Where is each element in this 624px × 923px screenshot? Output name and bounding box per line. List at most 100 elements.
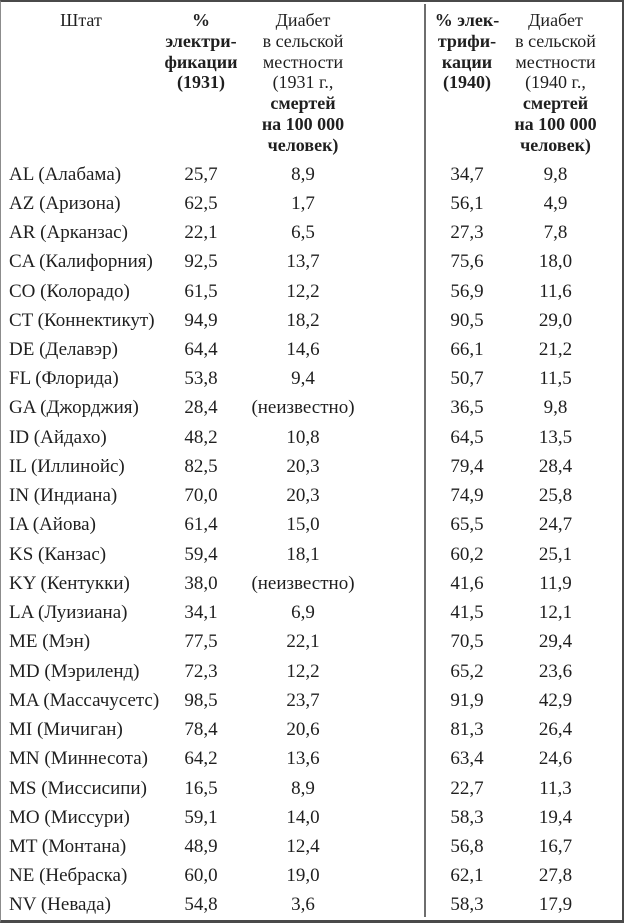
header-electrification-1940: % элек- трифи- кации (1940) xyxy=(423,10,511,160)
diabetes-1931-cell: (неизвестно) xyxy=(251,397,355,419)
diabetes-1931-cell: 20,3 xyxy=(286,485,320,507)
state-cell: DE (Делавэр) xyxy=(9,339,118,361)
diabetes-1940-cell: 28,4 xyxy=(538,455,573,477)
electrification-1940-cell: 90,5 xyxy=(450,309,484,331)
electrification-1931-cell: 59,1 xyxy=(184,806,218,828)
electrification-1931-cell: 92,5 xyxy=(184,251,218,273)
table-row: IN (Индиана) 70,0 20,3 74,9 25,8 xyxy=(1,482,622,511)
state-cell: LA (Луизиана) xyxy=(9,602,128,624)
diabetes-1931-cell: 14,6 xyxy=(286,339,320,361)
table-row: KS (Канзас) 59,4 18,1 60,2 25,1 xyxy=(1,540,622,569)
table-row: DE (Делавэр) 64,4 14,6 66,1 21,2 xyxy=(1,335,622,364)
diabetes-1940-cell: 18,0 xyxy=(538,251,573,273)
electrification-1931-cell: 34,1 xyxy=(184,602,218,624)
state-cell: MO (Миссури) xyxy=(9,806,130,828)
diabetes-1940-cell: 25,8 xyxy=(538,485,573,507)
electrification-1931-cell: 61,5 xyxy=(184,280,218,302)
table-body: AL (Алабама) 25,7 8,9 34,7 9,8 AZ (Аризо… xyxy=(1,160,622,920)
diabetes-1940-cell: 9,8 xyxy=(543,397,568,419)
table-row: MI (Мичиган) 78,4 20,6 81,3 26,4 xyxy=(1,715,622,744)
state-cell: CA (Калифорния) xyxy=(9,251,153,273)
electrification-1940-cell: 50,7 xyxy=(450,368,484,390)
diabetes-1931-cell: (неизвестно) xyxy=(251,572,355,594)
electrification-1931-cell: 16,5 xyxy=(184,777,218,799)
table-row: MD (Мэриленд) 72,3 12,2 65,2 23,6 xyxy=(1,657,622,686)
header-diabetes-1940-label: Диабет в сельской местности (1940 г., xyxy=(515,10,596,93)
diabetes-1931-cell: 18,2 xyxy=(286,309,320,331)
diabetes-1940-cell: 7,8 xyxy=(543,222,568,244)
diabetes-1931-cell: 6,9 xyxy=(291,602,315,624)
header-electrification-1931: % электри- фикации (1931) xyxy=(161,10,241,160)
diabetes-1931-cell: 12,4 xyxy=(286,836,320,857)
electrification-1931-cell: 22,1 xyxy=(184,222,218,244)
diabetes-1931-cell: 1,7 xyxy=(291,192,315,214)
state-cell: AR (Арканзас) xyxy=(9,222,128,244)
state-cell: KS (Канзас) xyxy=(9,543,107,565)
diabetes-1931-cell: 13,7 xyxy=(286,251,320,273)
state-cell: NE (Небраска) xyxy=(9,865,128,887)
electrification-1931-cell: 72,3 xyxy=(184,660,218,682)
header-state-label: Штат xyxy=(60,10,102,30)
diabetes-1931-cell: 8,9 xyxy=(291,163,315,185)
state-cell: ME (Мэн) xyxy=(9,631,91,653)
electrification-1931-cell: 59,4 xyxy=(184,543,218,565)
diabetes-1940-cell: 13,5 xyxy=(538,426,573,448)
electrification-1940-cell: 58,3 xyxy=(450,894,484,916)
electrification-1940-cell: 58,3 xyxy=(450,806,484,828)
diabetes-1940-cell: 11,9 xyxy=(539,572,572,594)
diabetes-1940-cell: 24,6 xyxy=(538,748,573,770)
electrification-1940-cell: 65,5 xyxy=(450,514,484,536)
electrification-1931-cell: 64,2 xyxy=(184,748,218,770)
table-row: CO (Колорадо) 61,5 12,2 56,9 11,6 xyxy=(1,277,622,306)
table-row: MN (Миннесота) 64,2 13,6 63,4 24,6 xyxy=(1,745,622,774)
diabetes-1940-cell: 16,7 xyxy=(538,836,573,857)
diabetes-1940-cell: 29,0 xyxy=(538,309,573,331)
header-diabetes-1940: Диабет в сельской местности (1940 г., см… xyxy=(511,10,622,160)
diabetes-1940-cell: 11,3 xyxy=(539,777,572,799)
state-cell: MD (Мэриленд) xyxy=(9,660,140,682)
electrification-1931-cell: 53,8 xyxy=(184,368,218,390)
electrification-1940-cell: 63,4 xyxy=(450,748,484,770)
header-state: Штат xyxy=(1,10,161,160)
diabetes-1940-cell: 11,5 xyxy=(539,368,572,390)
table-header-row: Штат % электри- фикации (1931) Диабет в … xyxy=(1,2,622,160)
state-cell: MA (Массачусетс) xyxy=(9,689,160,711)
header-electrification-1931-label: % электри- фикации (1931) xyxy=(164,10,238,93)
diabetes-1931-cell: 22,1 xyxy=(286,631,320,653)
state-cell: NV (Невада) xyxy=(9,894,111,916)
state-cell: CO (Колорадо) xyxy=(9,280,130,302)
electrification-1940-cell: 91,9 xyxy=(450,689,484,711)
table-row: ID (Айдахо) 48,2 10,8 64,5 13,5 xyxy=(1,423,622,452)
electrification-1931-cell: 60,0 xyxy=(184,865,218,887)
electrification-1931-cell: 48,2 xyxy=(184,426,218,448)
electrification-1931-cell: 48,9 xyxy=(184,836,218,857)
state-cell: MT (Монтана) xyxy=(9,836,127,857)
diabetes-1931-cell: 10,8 xyxy=(286,426,320,448)
state-cell: GA (Джорджия) xyxy=(9,397,139,419)
electrification-1940-cell: 70,5 xyxy=(450,631,484,653)
electrification-1931-cell: 25,7 xyxy=(184,163,218,185)
electrification-1940-cell: 34,7 xyxy=(450,163,484,185)
header-diabetes-1931-label: Диабет в сельской местности (1931 г., xyxy=(262,10,344,93)
electrification-1931-cell: 61,4 xyxy=(184,514,218,536)
state-cell: AZ (Аризона) xyxy=(9,192,121,214)
diabetes-1931-cell: 9,4 xyxy=(291,368,315,390)
electrification-1940-cell: 41,5 xyxy=(450,602,484,624)
year-group-divider-line xyxy=(424,4,426,917)
electrification-1940-cell: 41,6 xyxy=(450,572,484,594)
diabetes-1931-cell: 20,3 xyxy=(286,455,320,477)
electrification-1931-cell: 54,8 xyxy=(184,894,218,916)
electrification-1940-cell: 36,5 xyxy=(450,397,484,419)
diabetes-1931-cell: 8,9 xyxy=(291,777,315,799)
state-cell: ID (Айдахо) xyxy=(9,426,107,448)
diabetes-1940-cell: 17,9 xyxy=(538,894,573,916)
diabetes-1940-cell: 23,6 xyxy=(538,660,573,682)
diabetes-1940-cell: 24,7 xyxy=(538,514,573,536)
table-row: AR (Арканзас) 22,1 6,5 27,3 7,8 xyxy=(1,218,622,247)
state-cell: CT (Коннектикут) xyxy=(9,309,155,331)
table-row: NV (Невада) 54,8 3,6 58,3 17,9 xyxy=(1,891,622,920)
electrification-1940-cell: 79,4 xyxy=(450,455,484,477)
table-row: AZ (Аризона) 62,5 1,7 56,1 4,9 xyxy=(1,189,622,218)
table-row: CA (Калифорния) 92,5 13,7 75,6 18,0 xyxy=(1,248,622,277)
table-row: IA (Айова) 61,4 15,0 65,5 24,7 xyxy=(1,511,622,540)
